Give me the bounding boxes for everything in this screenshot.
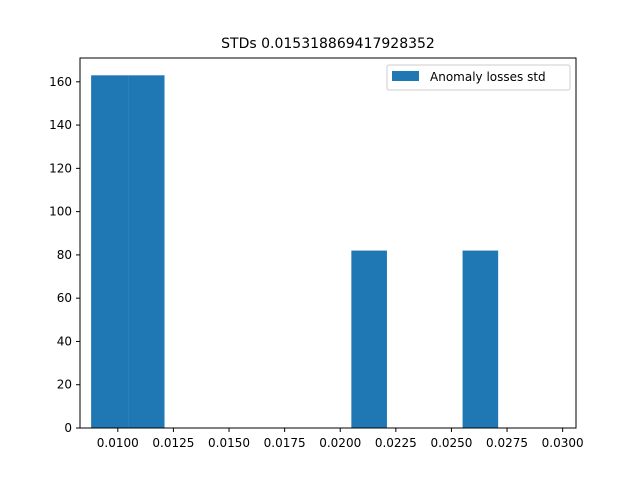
y-tick-label: 120 [49,161,72,175]
legend: Anomaly losses std [386,64,571,91]
x-tick-label: 0.0300 [542,436,584,450]
y-tick-label: 0 [64,421,72,435]
x-tick-label: 0.0125 [152,436,194,450]
y-tick-label: 20 [57,378,72,392]
y-tick-label: 40 [57,334,72,348]
bar-1 [128,75,165,428]
bar-0 [91,75,129,428]
bar-7 [351,250,387,428]
y-tick-label: 80 [57,248,72,262]
x-tick-label: 0.0100 [97,436,139,450]
bar-10 [462,250,499,428]
x-tick-label: 0.0250 [430,436,472,450]
x-tick-label: 0.0175 [264,436,306,450]
y-axis-ticks: 0 20 40 60 80 100 120 140 160 [49,75,80,435]
legend-label: Anomaly losses std [430,70,546,84]
bars-group [91,75,499,428]
y-tick-label: 60 [57,291,72,305]
y-tick-label: 100 [49,205,72,219]
axes-frame [79,57,577,429]
x-tick-label: 0.0225 [375,436,417,450]
x-tick-label: 0.0275 [486,436,528,450]
x-axis-ticks: 0.0100 0.0125 0.0150 0.0175 0.0200 0.0225 0.02… [97,428,584,450]
x-tick-label: 0.0150 [208,436,250,450]
y-tick-label: 160 [49,75,72,89]
legend-swatch [392,71,419,81]
y-tick-label: 140 [49,118,72,132]
chart-title: STDs 0.015318869417928352 [221,36,435,52]
legend-box [386,64,571,91]
x-tick-label: 0.0200 [319,436,361,450]
